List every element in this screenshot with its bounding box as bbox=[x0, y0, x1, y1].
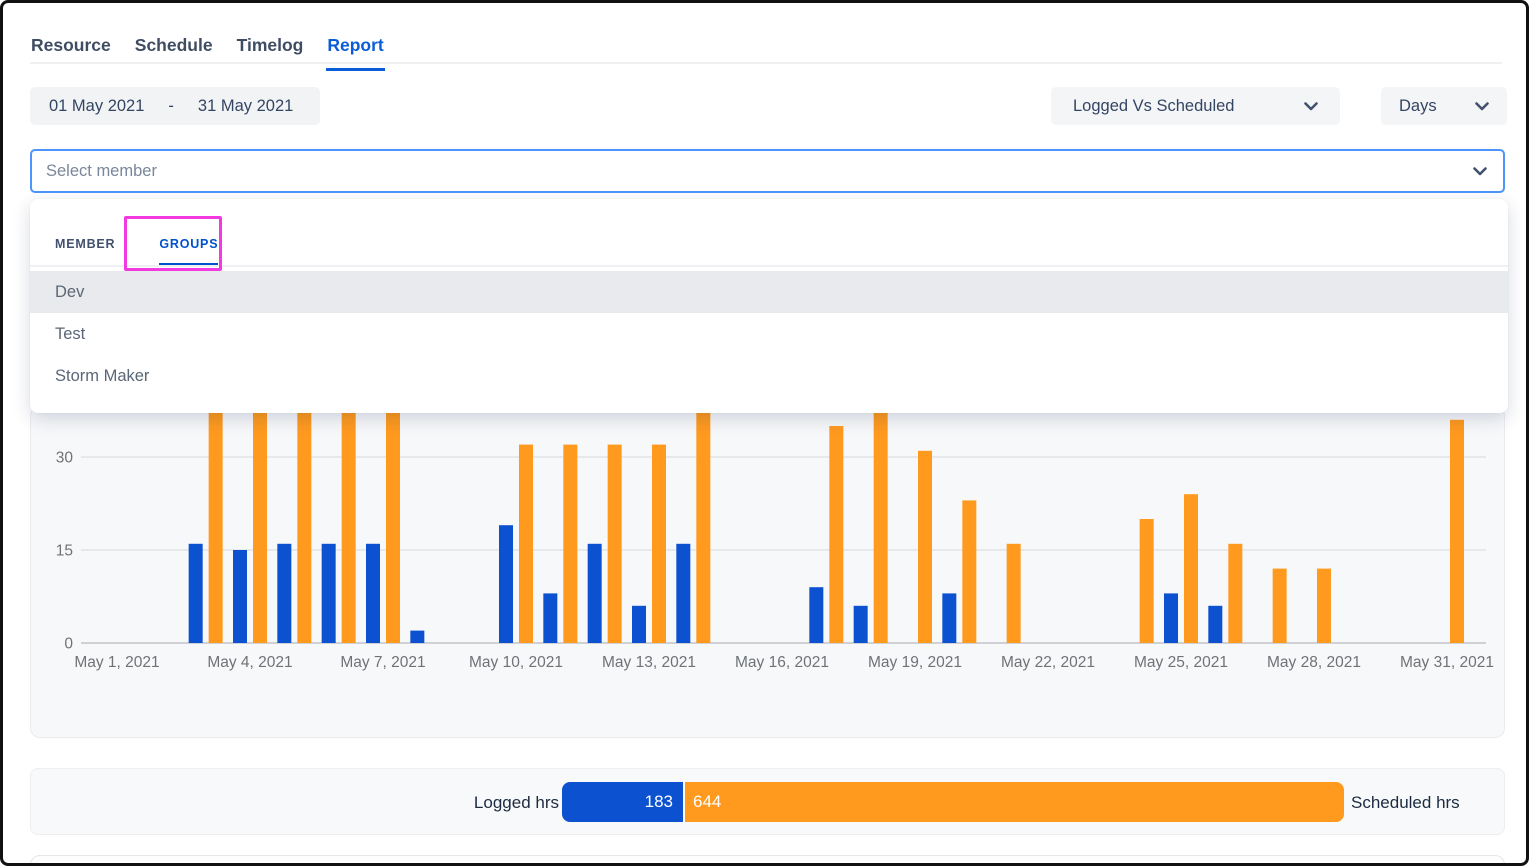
x-tick-may-1-2021: May 1, 2021 bbox=[74, 654, 159, 671]
bar-logged-may-3-2021 bbox=[188, 543, 203, 643]
member-select-field[interactable] bbox=[30, 149, 1505, 193]
granularity-value: Days bbox=[1399, 96, 1437, 115]
date-range-end: 31 May 2021 bbox=[197, 96, 294, 115]
x-tick-may-25-2021: May 25, 2021 bbox=[1134, 654, 1228, 671]
x-tick-may-22-2021: May 22, 2021 bbox=[1001, 654, 1095, 671]
bar-logged-may-13-2021 bbox=[631, 605, 646, 643]
bar-logged-may-5-2021 bbox=[277, 543, 292, 643]
bar-scheduled-may-3-2021 bbox=[208, 407, 223, 643]
group-options-list: Dev Test Storm Maker bbox=[30, 271, 1508, 397]
member-dropdown-tabs: MEMBER GROUPS bbox=[55, 237, 219, 266]
bar-logged-may-4-2021 bbox=[232, 550, 247, 643]
group-option-storm-maker[interactable]: Storm Maker bbox=[55, 367, 150, 385]
bar-scheduled-may-19-2021 bbox=[917, 450, 932, 643]
bar-scheduled-may-27-2021 bbox=[1272, 568, 1287, 643]
chevron-down-icon bbox=[1475, 101, 1489, 110]
date-range-picker[interactable]: 01 May 2021 - 31 May 2021 bbox=[30, 87, 320, 125]
bar-scheduled-may-5-2021 bbox=[297, 407, 312, 643]
bar-scheduled-may-31-2021 bbox=[1449, 419, 1464, 643]
bar-scheduled-may-17-2021 bbox=[829, 426, 844, 643]
scheduled-total-bar: 644 bbox=[685, 782, 1344, 822]
bar-logged-may-14-2021 bbox=[676, 543, 691, 643]
x-tick-may-10-2021: May 10, 2021 bbox=[469, 654, 563, 671]
top-tabs: Resource Schedule Timelog Report bbox=[30, 29, 385, 71]
bar-logged-may-6-2021 bbox=[321, 543, 336, 643]
logged-total-bar: 183 bbox=[562, 782, 683, 822]
bar-scheduled-may-13-2021 bbox=[651, 444, 666, 643]
bar-scheduled-may-11-2021 bbox=[563, 444, 578, 643]
x-tick-may-4-2021: May 4, 2021 bbox=[207, 654, 292, 671]
bar-logged-may-8-2021 bbox=[410, 630, 425, 643]
chart-bars bbox=[188, 407, 1464, 643]
x-tick-may-16-2021: May 16, 2021 bbox=[735, 654, 829, 671]
bar-scheduled-may-6-2021 bbox=[341, 407, 356, 643]
bar-logged-may-12-2021 bbox=[587, 543, 602, 643]
logged-total-value: 183 bbox=[644, 792, 673, 811]
totals-summary-panel: Logged hrs 183 644 Scheduled hrs bbox=[30, 768, 1505, 835]
bar-logged-may-26-2021 bbox=[1208, 605, 1223, 643]
member-dropdown-panel: MEMBER GROUPS Dev Test Storm Maker bbox=[30, 199, 1508, 413]
bar-scheduled-may-14-2021 bbox=[696, 407, 711, 643]
x-tick-may-7-2021: May 7, 2021 bbox=[340, 654, 425, 671]
bar-scheduled-may-4-2021 bbox=[252, 407, 267, 643]
scheduled-hrs-label: Scheduled hrs bbox=[1351, 793, 1460, 812]
scheduled-total-value: 644 bbox=[693, 792, 722, 811]
y-tick-0: 0 bbox=[64, 636, 73, 653]
x-tick-may-19-2021: May 19, 2021 bbox=[868, 654, 962, 671]
bar-scheduled-may-7-2021 bbox=[385, 407, 400, 643]
x-tick-may-13-2021: May 13, 2021 bbox=[602, 654, 696, 671]
bar-logged-may-11-2021 bbox=[543, 593, 558, 643]
group-option-dev[interactable]: Dev bbox=[30, 271, 1508, 313]
nav-divider bbox=[30, 62, 1502, 64]
bar-scheduled-may-25-2021 bbox=[1183, 494, 1198, 643]
bar-scheduled-may-28-2021 bbox=[1316, 568, 1331, 643]
bar-logged-may-17-2021 bbox=[809, 587, 824, 643]
tab-report[interactable]: Report bbox=[326, 29, 385, 71]
bar-scheduled-may-20-2021 bbox=[962, 500, 977, 643]
next-section-panel-edge bbox=[30, 855, 1505, 863]
y-tick-15: 15 bbox=[56, 543, 73, 560]
granularity-select[interactable]: Days bbox=[1381, 87, 1507, 125]
logged-hrs-label: Logged hrs bbox=[473, 793, 559, 812]
tab-timelog[interactable]: Timelog bbox=[236, 35, 304, 55]
chevron-down-icon bbox=[1473, 166, 1487, 175]
date-range-separator: - bbox=[168, 96, 174, 115]
bar-logged-may-7-2021 bbox=[365, 543, 380, 643]
logged-vs-scheduled-chart: 0 15 30 May 1, 2021 May 4, 2021 May 7, 2021 Ma… bbox=[30, 406, 1505, 738]
bar-logged-may-20-2021 bbox=[942, 593, 957, 643]
bar-scheduled-may-26-2021 bbox=[1228, 543, 1243, 643]
axis-labels: 0 15 30 May 1, 2021 May 4, 2021 May 7, 2021 Ma… bbox=[56, 450, 1494, 672]
bar-scheduled-may-24-2021 bbox=[1139, 519, 1154, 643]
date-range-start: 01 May 2021 bbox=[49, 96, 145, 115]
report-type-value: Logged Vs Scheduled bbox=[1073, 96, 1235, 115]
tab-resource[interactable]: Resource bbox=[31, 35, 111, 55]
bar-logged-may-25-2021 bbox=[1163, 593, 1178, 643]
bar-logged-may-18-2021 bbox=[853, 605, 868, 643]
tab-schedule[interactable]: Schedule bbox=[134, 35, 213, 55]
gridlines bbox=[81, 456, 1486, 644]
member-select-input[interactable] bbox=[32, 161, 1473, 181]
chevron-down-icon bbox=[1304, 101, 1318, 110]
bar-chart: 0 15 30 May 1, 2021 May 4, 2021 May 7, 2021 Ma… bbox=[56, 407, 1494, 672]
bar-scheduled-may-18-2021 bbox=[873, 407, 888, 643]
x-tick-may-31-2021: May 31, 2021 bbox=[1400, 654, 1494, 671]
tabs-divider bbox=[30, 265, 1508, 267]
group-option-test[interactable]: Test bbox=[55, 325, 86, 343]
member-dropdown-tab-groups[interactable]: GROUPS bbox=[159, 237, 219, 266]
y-tick-30: 30 bbox=[56, 450, 74, 467]
report-type-select[interactable]: Logged Vs Scheduled bbox=[1051, 87, 1340, 125]
bar-logged-may-10-2021 bbox=[498, 525, 513, 643]
bar-scheduled-may-12-2021 bbox=[607, 444, 622, 643]
member-dropdown-tab-member[interactable]: MEMBER bbox=[55, 237, 116, 251]
bar-scheduled-may-21-2021 bbox=[1006, 543, 1021, 643]
bar-scheduled-may-10-2021 bbox=[518, 444, 533, 643]
x-tick-may-28-2021: May 28, 2021 bbox=[1267, 654, 1361, 671]
